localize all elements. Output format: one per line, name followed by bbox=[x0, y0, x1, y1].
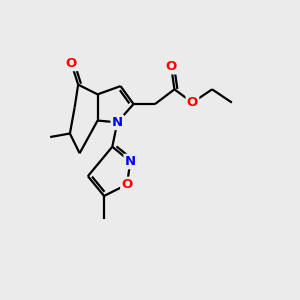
Text: O: O bbox=[66, 57, 77, 70]
Text: O: O bbox=[166, 60, 177, 73]
Text: O: O bbox=[122, 178, 133, 191]
Text: N: N bbox=[125, 155, 136, 168]
Text: N: N bbox=[112, 116, 123, 129]
Text: O: O bbox=[187, 96, 198, 109]
